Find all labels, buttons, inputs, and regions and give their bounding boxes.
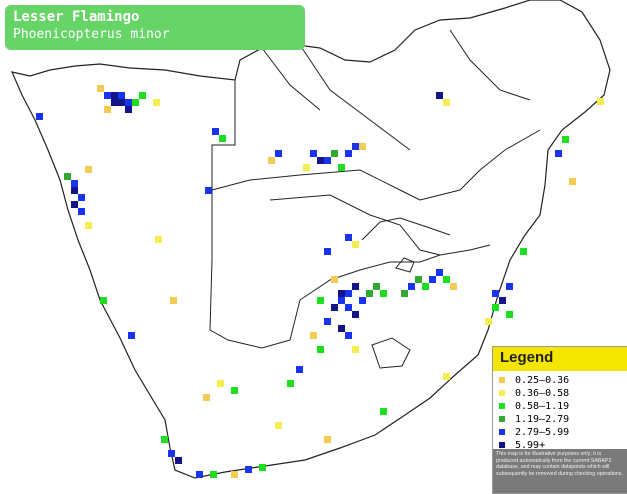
- legend-label: 5.99+: [515, 440, 546, 451]
- legend-header: Legend: [493, 347, 627, 371]
- legend-item: 0.36–0.58: [499, 387, 569, 400]
- legend-swatch: [499, 429, 505, 435]
- national-borders: [209, 29, 541, 369]
- species-scientific-name: Phoenicopterus minor: [13, 27, 170, 42]
- legend-swatch: [499, 390, 505, 396]
- legend-label: 1.19–2.79: [515, 414, 570, 425]
- legend-panel: Legend 0.25–0.36 0.36–0.58 0.58–1.19 1.1…: [492, 346, 627, 494]
- legend-swatch: [499, 442, 505, 448]
- species-title-box: Lesser Flamingo Phoenicopterus minor: [5, 5, 305, 50]
- legend-label: 0.25–0.36: [515, 375, 570, 386]
- legend-label: 0.36–0.58: [515, 388, 570, 399]
- legend-swatch: [499, 403, 505, 409]
- legend-label: 2.79–5.99: [515, 427, 570, 438]
- legend-title: Legend: [500, 349, 554, 366]
- legend-item: 5.99+: [499, 439, 545, 452]
- legend-item: 2.79–5.99: [499, 426, 569, 439]
- legend-swatch: [499, 416, 505, 422]
- occupancy-cells: [36, 85, 604, 478]
- legend-item: 0.25–0.36: [499, 374, 569, 387]
- map-disclaimer: This map is for illustrative purposes on…: [493, 449, 627, 493]
- legend-item: 1.19–2.79: [499, 413, 569, 426]
- legend-swatch: [499, 377, 505, 383]
- southern-africa-outline: [10, 0, 611, 479]
- species-common-name: Lesser Flamingo: [13, 9, 140, 25]
- legend-item: 0.58–1.19: [499, 400, 569, 413]
- legend-label: 0.58–1.19: [515, 401, 570, 412]
